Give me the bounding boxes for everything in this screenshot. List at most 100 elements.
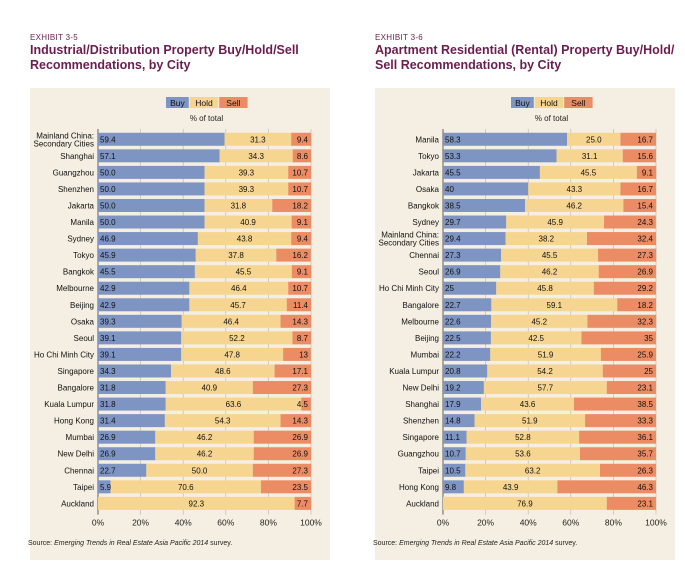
bar-sell: [587, 314, 657, 328]
bar-hold: [189, 281, 289, 295]
bar-row: Tokyo 45.9 37.8 16.2: [73, 248, 311, 262]
bar-buy: [443, 397, 482, 411]
data-label-buy: 39.3: [100, 317, 116, 326]
data-label-buy: 50.0: [100, 218, 116, 227]
bar-sell: [617, 298, 656, 312]
chart-industrial: Buy Hold Sell% of total 0% 20% 40% 60% 80% 100% M…: [34, 97, 322, 528]
bar-sell: [286, 298, 311, 312]
data-label-hold: 46.2: [197, 450, 213, 459]
bar-hold: [539, 165, 637, 179]
data-label-buy: 45.5: [100, 268, 116, 277]
bar-row: Guangzhou 10.7 53.6 35.7: [398, 447, 656, 461]
bar-row: Kuala Lumpur 20.8 54.2 25: [389, 364, 656, 378]
bar-hold: [204, 215, 292, 229]
bar-buy: [98, 447, 156, 461]
data-label-sell: 9.1: [297, 218, 309, 227]
bar-row: Bangkok 38.5 46.2 15.4: [408, 198, 657, 212]
legend-swatch-sell: [564, 97, 593, 108]
bar-sell: [622, 149, 656, 163]
exhibit-title: Apartment Residential (Rental) Property …: [375, 43, 675, 72]
data-label-hold: 43.9: [503, 483, 519, 492]
x-tick-label: 0%: [92, 518, 105, 528]
data-label-hold: 45.2: [531, 317, 547, 326]
category-label: Sydney: [412, 218, 439, 227]
data-label-sell: 27.3: [637, 251, 653, 260]
data-label-sell: 13: [299, 350, 308, 359]
bar-row: Taipei 5.9 70.6 23.5: [73, 480, 311, 494]
legend-swatch-buy: [166, 97, 189, 108]
data-label-buy: 31.4: [100, 417, 116, 426]
data-label-sell: 8.7: [297, 334, 309, 343]
bar-sell: [581, 331, 656, 345]
data-label-hold: 57.7: [538, 384, 554, 393]
bar-sell: [600, 347, 656, 361]
exhibit-number: EXHIBIT 3-5: [30, 33, 79, 42]
bar-buy: [443, 347, 491, 361]
category-label: Taipei: [73, 483, 94, 492]
bar-buy: [443, 182, 529, 196]
bar-buy: [98, 248, 196, 262]
bar-sell: [602, 364, 656, 378]
bar-hold: [204, 198, 273, 212]
data-label-buy: 22.5: [445, 334, 461, 343]
data-label-buy: 22.2: [445, 350, 461, 359]
data-label-hold: 25.0: [586, 135, 602, 144]
bar-hold: [165, 381, 253, 395]
data-label-sell: 36.1: [637, 433, 653, 442]
data-label-sell: 26.9: [292, 433, 308, 442]
category-label: Shenzhen: [58, 185, 94, 194]
legend: Buy Hold Sell: [166, 97, 248, 108]
category-label: New Delhi: [58, 450, 95, 459]
data-label-buy: 14.8: [445, 417, 461, 426]
bar-hold: [481, 397, 574, 411]
category-label: Guangzhou: [53, 168, 94, 177]
data-label-hold: 45.7: [230, 301, 246, 310]
data-label-hold: 53.6: [515, 450, 531, 459]
data-label-sell: 7.7: [297, 499, 309, 508]
data-label-buy: 27.3: [445, 251, 461, 260]
data-label-sell: 27.3: [292, 384, 308, 393]
data-label-hold: 43.6: [520, 400, 536, 409]
bar-sell: [620, 132, 656, 146]
category-label: Ho Chi Minh City: [34, 350, 94, 359]
bar-row: Osaka 40 43.3 16.7: [416, 182, 656, 196]
bar-sell: [599, 463, 656, 477]
data-label-sell: 23.1: [637, 384, 653, 393]
data-label-hold: 52.2: [229, 334, 245, 343]
category-label: Seoul: [419, 268, 440, 277]
category-label-line: Mainland China:: [381, 231, 439, 240]
data-label-buy: 31.8: [100, 384, 116, 393]
category-label: Beijing: [415, 334, 439, 343]
data-label-hold: 51.9: [522, 417, 538, 426]
bar-buy: [443, 447, 466, 461]
category-label: Beijing: [70, 301, 94, 310]
bar-hold: [491, 314, 588, 328]
data-label-hold: 47.8: [224, 350, 240, 359]
bar-buy: [443, 414, 475, 428]
category-label: Auckland: [61, 499, 94, 508]
bar-hold: [164, 414, 281, 428]
data-label-hold: 37.8: [228, 251, 244, 260]
category-label: Mumbai: [66, 433, 95, 442]
bar-row: Bangkok 45.5 45.5 9.1: [63, 265, 312, 279]
bar-sell: [557, 480, 656, 494]
data-label-sell: 17.1: [292, 367, 308, 376]
bar-row: Jakarta 50.0 31.8 18.2: [68, 198, 311, 212]
category-label-line: Mainland China:: [36, 131, 94, 140]
bar-hold: [528, 182, 621, 196]
data-label-sell: 33.3: [637, 417, 653, 426]
legend-label-buy: Buy: [170, 98, 185, 108]
category-label: Kuala Lumpur: [389, 367, 439, 376]
x-tick-label: 40%: [175, 518, 192, 528]
bar-hold: [194, 265, 292, 279]
bar-sell: [253, 430, 311, 444]
bar-row: Ho Chi Minh City 25 45.8 29.2: [379, 281, 656, 295]
category-label: Melbourne: [56, 284, 94, 293]
source-title: Emerging Trends in Real Estate Asia Paci…: [399, 540, 554, 547]
x-tick-label: 60%: [217, 518, 234, 528]
data-label-buy: 26.9: [100, 450, 116, 459]
data-label-sell: 24.3: [637, 218, 653, 227]
data-label-hold: 31.8: [231, 201, 247, 210]
category-label: New Delhi: [403, 384, 440, 393]
bar-buy: [443, 298, 492, 312]
